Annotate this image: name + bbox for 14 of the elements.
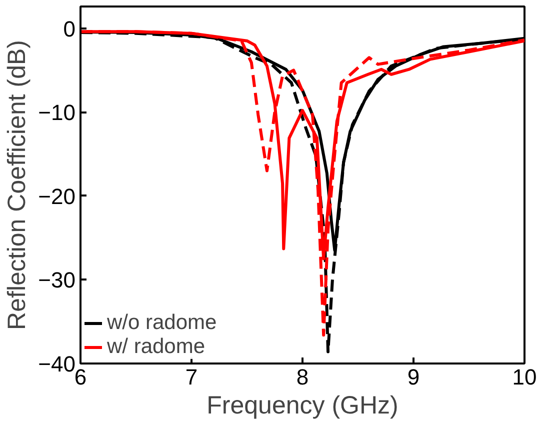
x-axis-title: Frequency (GHz) bbox=[206, 392, 398, 420]
x-tick-label: 6 bbox=[74, 364, 87, 390]
y-tick-label: −30 bbox=[38, 268, 76, 293]
x-tick-label: 10 bbox=[512, 364, 537, 390]
legend-label: w/o radome bbox=[107, 311, 217, 335]
x-tick-label: 7 bbox=[185, 364, 198, 390]
y-axis-title: Reflection Coefficient (dB) bbox=[3, 40, 32, 330]
y-tick-label: −40 bbox=[38, 352, 76, 376]
legend-label: w/ radome bbox=[107, 335, 206, 359]
x-tick-label: 9 bbox=[407, 364, 420, 390]
y-tick-label: −10 bbox=[38, 100, 76, 126]
y-tick-label: −20 bbox=[38, 184, 76, 209]
x-tick-label: 8 bbox=[296, 364, 309, 390]
y-tick-label: 0 bbox=[63, 16, 76, 42]
